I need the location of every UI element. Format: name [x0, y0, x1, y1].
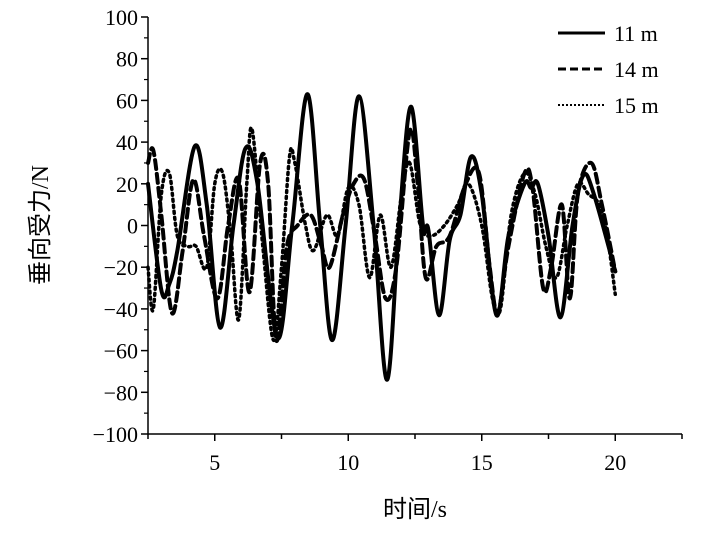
legend: 11 m 14 m 15 m — [558, 21, 659, 118]
x-tick-label: 5 — [209, 450, 220, 475]
y-tick-label: 100 — [105, 5, 138, 30]
y-tick-label: 40 — [116, 130, 138, 155]
y-tick-label: 0 — [127, 214, 138, 239]
y-tick-label: 20 — [116, 172, 138, 197]
y-tick-label: 60 — [116, 88, 138, 113]
y-tick-label: −60 — [104, 339, 138, 364]
legend-label: 14 m — [614, 57, 659, 82]
y-axis-label: 垂向受力/N — [27, 165, 54, 285]
x-tick-label: 20 — [604, 450, 626, 475]
series-line-11m — [146, 92, 618, 382]
legend-label: 15 m — [614, 93, 659, 118]
series-group — [146, 92, 618, 382]
y-tick-label: −80 — [104, 380, 138, 405]
x-axis-label: 时间/s — [383, 496, 447, 523]
y-tick-label: −100 — [93, 422, 138, 447]
y-tick-label: −20 — [104, 255, 138, 280]
axes: −100 −80 −60 −40 −20 0 20 40 60 80 100 5 10 15 20 — [93, 5, 683, 475]
legend-label: 11 m — [614, 21, 658, 46]
y-tick-label: −40 — [104, 297, 138, 322]
x-tick-label: 15 — [471, 450, 493, 475]
x-tick-label: 10 — [337, 450, 359, 475]
y-tick-label: 80 — [116, 47, 138, 72]
